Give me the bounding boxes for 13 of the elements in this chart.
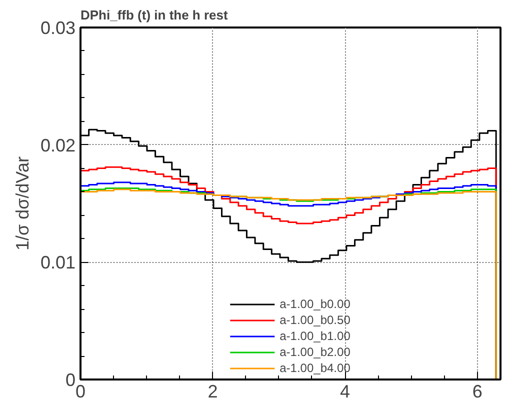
chart-title: DPhi_ffb (t) in the h rest: [80, 8, 228, 22]
legend-label: a-1.00_b1.00: [280, 329, 350, 343]
y-axis-title: 1/σ dσ/dVar: [12, 156, 32, 250]
y-tick-label: 0.02: [40, 135, 76, 156]
legend-label: a-1.00_b4.00: [280, 361, 350, 375]
legend-label: a-1.00_b2.00: [280, 345, 350, 359]
x-tick-label: 2: [208, 382, 218, 402]
legend-label: a-1.00_b0.50: [280, 313, 350, 327]
y-tick-label: 0.01: [40, 252, 76, 273]
legend-label: a-1.00_b0.00: [280, 297, 350, 311]
x-tick-label: 6: [472, 382, 482, 402]
y-tick-label: 0.03: [40, 18, 76, 38]
x-tick-label: 4: [340, 382, 350, 402]
